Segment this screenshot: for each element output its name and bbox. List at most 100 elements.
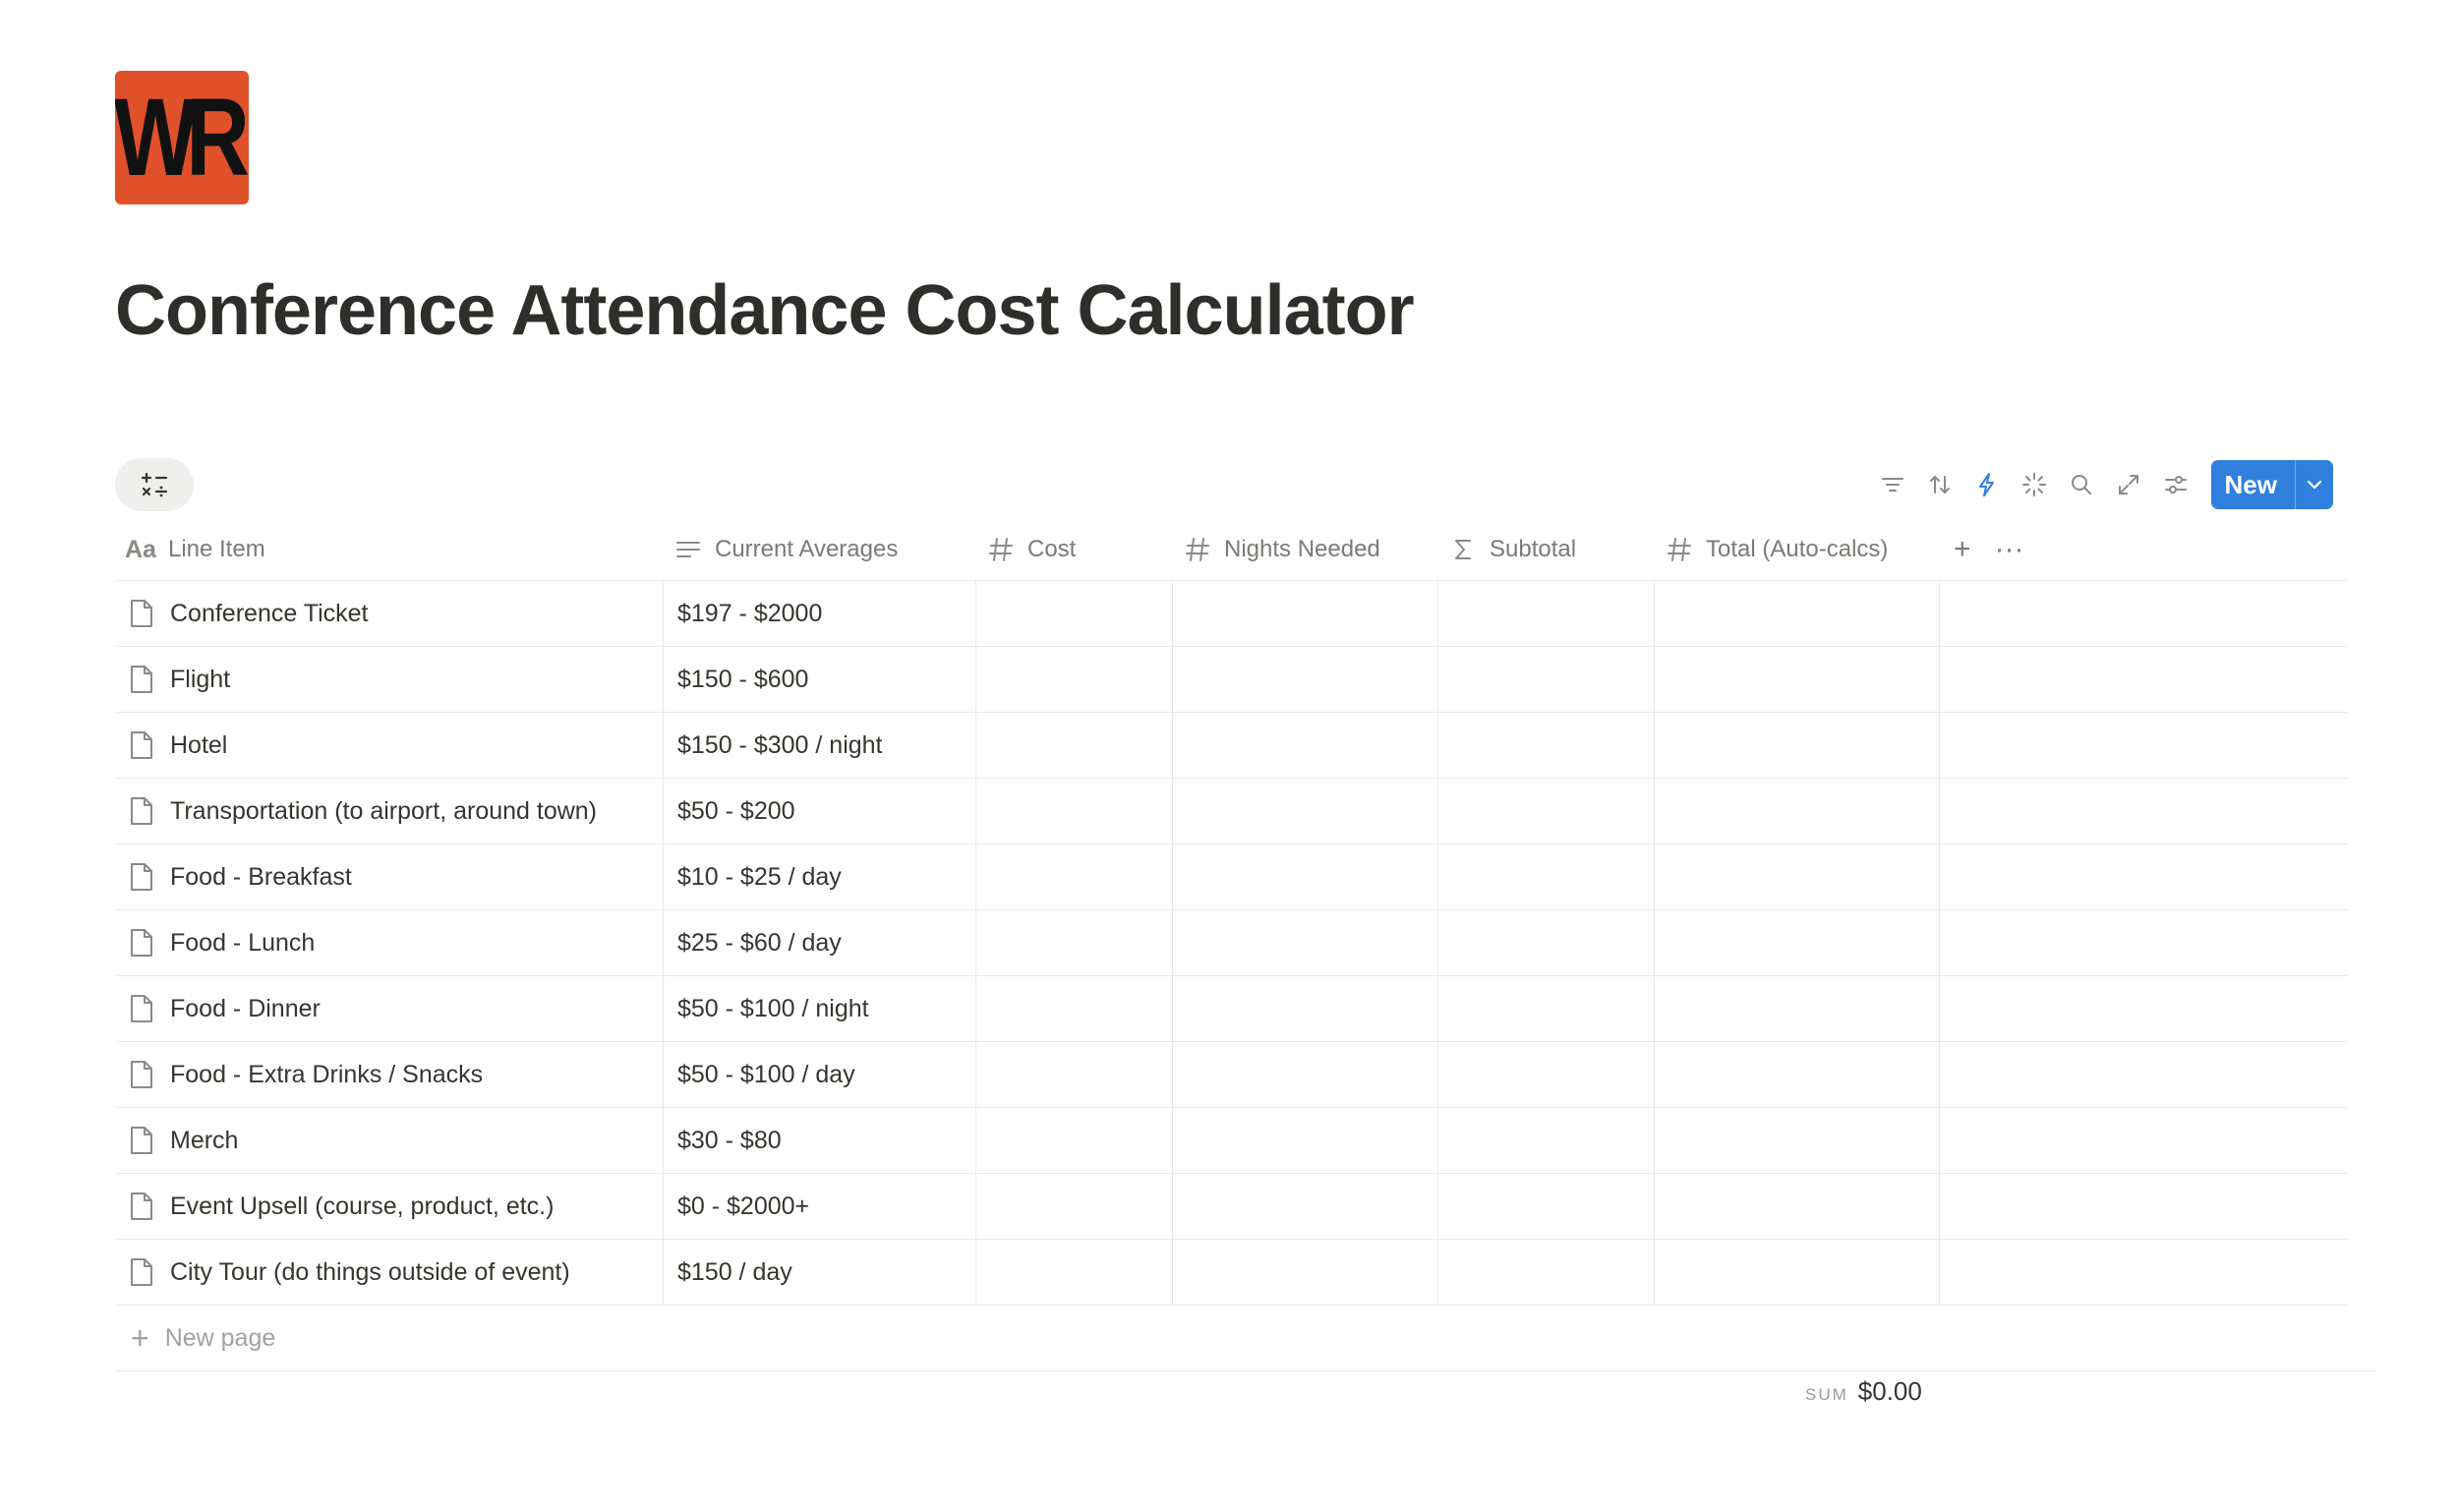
ai-button[interactable] xyxy=(2011,460,2058,509)
cell-line-item[interactable]: Flight xyxy=(115,647,664,712)
cell-total[interactable] xyxy=(1655,1042,1940,1107)
add-column-icon[interactable]: + xyxy=(1954,533,1971,565)
cell-total[interactable] xyxy=(1655,647,1940,712)
table-row[interactable]: Food - Dinner $50 - $100 / night xyxy=(115,976,2347,1042)
cell-nights-needed[interactable] xyxy=(1173,1042,1438,1107)
line-item-text[interactable]: Hotel xyxy=(170,730,228,759)
cell-line-item[interactable]: City Tour (do things outside of event) xyxy=(115,1240,664,1305)
table-row[interactable]: Transportation (to airport, around town)… xyxy=(115,779,2347,844)
table-row[interactable]: Food - Breakfast $10 - $25 / day xyxy=(115,844,2347,910)
column-header-cost[interactable]: Cost xyxy=(976,519,1173,580)
cell-line-item[interactable]: Food - Extra Drinks / Snacks xyxy=(115,1042,664,1107)
page-title[interactable]: Conference Attendance Cost Calculator xyxy=(115,271,1415,350)
sum-calculation[interactable]: SUM $0.00 xyxy=(1805,1376,1922,1407)
sort-button[interactable] xyxy=(1916,460,1963,509)
cell-cost[interactable] xyxy=(976,1108,1173,1173)
cell-nights-needed[interactable] xyxy=(1173,581,1438,646)
more-options-icon[interactable]: ··· xyxy=(1994,533,2024,565)
cell-total[interactable] xyxy=(1655,1240,1940,1305)
column-header-current-averages[interactable]: Current Averages xyxy=(664,519,976,580)
cell-line-item[interactable]: Conference Ticket xyxy=(115,581,664,646)
new-page-label[interactable]: New page xyxy=(164,1323,276,1352)
line-item-text[interactable]: Conference Ticket xyxy=(170,599,369,627)
cell-current-averages[interactable]: $25 - $60 / day xyxy=(664,910,976,975)
column-header-subtotal[interactable]: Subtotal xyxy=(1438,519,1655,580)
cell-total[interactable] xyxy=(1655,910,1940,975)
cell-cost[interactable] xyxy=(976,779,1173,843)
new-button-label[interactable]: New xyxy=(2224,469,2277,499)
filter-button[interactable] xyxy=(1869,460,1916,509)
cell-cost[interactable] xyxy=(976,1042,1173,1107)
line-item-text[interactable]: Transportation (to airport, around town) xyxy=(170,796,598,825)
cell-cost[interactable] xyxy=(976,647,1173,712)
cell-line-item[interactable]: Transportation (to airport, around town) xyxy=(115,779,664,843)
cell-total[interactable] xyxy=(1655,1108,1940,1173)
cell-cost[interactable] xyxy=(976,910,1173,975)
cell-cost[interactable] xyxy=(976,713,1173,778)
automation-button[interactable] xyxy=(1963,460,2011,509)
cell-nights-needed[interactable] xyxy=(1173,647,1438,712)
cell-current-averages[interactable]: $50 - $100 / day xyxy=(664,1042,976,1107)
line-item-text[interactable]: Merch xyxy=(170,1126,239,1154)
settings-button[interactable] xyxy=(2152,460,2199,509)
cell-nights-needed[interactable] xyxy=(1173,1108,1438,1173)
cell-total[interactable] xyxy=(1655,581,1940,646)
calculator-view-button[interactable] xyxy=(115,458,194,511)
table-row[interactable]: Food - Extra Drinks / Snacks $50 - $100 /… xyxy=(115,1042,2347,1108)
cell-line-item[interactable]: Food - Lunch xyxy=(115,910,664,975)
table-row[interactable]: Event Upsell (course, product, etc.) $0 -… xyxy=(115,1174,2347,1240)
column-header-line-item[interactable]: Aa Line Item xyxy=(115,519,664,580)
cell-current-averages[interactable]: $50 - $100 / night xyxy=(664,976,976,1041)
line-item-text[interactable]: City Tour (do things outside of event) xyxy=(170,1257,570,1286)
cell-nights-needed[interactable] xyxy=(1173,844,1438,909)
cell-nights-needed[interactable] xyxy=(1173,910,1438,975)
cell-nights-needed[interactable] xyxy=(1173,713,1438,778)
line-item-text[interactable]: Flight xyxy=(170,665,231,693)
cell-current-averages[interactable]: $10 - $25 / day xyxy=(664,844,976,909)
cell-total[interactable] xyxy=(1655,1174,1940,1239)
cell-current-averages[interactable]: $150 - $600 xyxy=(664,647,976,712)
line-item-text[interactable]: Food - Extra Drinks / Snacks xyxy=(170,1060,484,1088)
cell-cost[interactable] xyxy=(976,581,1173,646)
cell-current-averages[interactable]: $150 / day xyxy=(664,1240,976,1305)
table-row[interactable]: Food - Lunch $25 - $60 / day xyxy=(115,910,2347,976)
cell-line-item[interactable]: Hotel xyxy=(115,713,664,778)
table-row[interactable]: Flight $150 - $600 xyxy=(115,647,2347,713)
cell-total[interactable] xyxy=(1655,844,1940,909)
cell-current-averages[interactable]: $197 - $2000 xyxy=(664,581,976,646)
cell-total[interactable] xyxy=(1655,713,1940,778)
cell-current-averages[interactable]: $50 - $200 xyxy=(664,779,976,843)
cell-current-averages[interactable]: $30 - $80 xyxy=(664,1108,976,1173)
cell-cost[interactable] xyxy=(976,1240,1173,1305)
new-button[interactable]: New xyxy=(2210,460,2333,509)
table-row[interactable]: Hotel $150 - $300 / night xyxy=(115,713,2347,779)
cell-total[interactable] xyxy=(1655,779,1940,843)
line-item-text[interactable]: Food - Breakfast xyxy=(170,862,352,891)
column-header-total[interactable]: Total (Auto-calcs) xyxy=(1655,519,1940,580)
line-item-text[interactable]: Food - Dinner xyxy=(170,994,321,1022)
table-row[interactable]: City Tour (do things outside of event) $1… xyxy=(115,1240,2347,1306)
expand-button[interactable] xyxy=(2105,460,2152,509)
cell-line-item[interactable]: Merch xyxy=(115,1108,664,1173)
line-item-text[interactable]: Food - Lunch xyxy=(170,928,316,957)
cell-current-averages[interactable]: $0 - $2000+ xyxy=(664,1174,976,1239)
cell-total[interactable] xyxy=(1655,976,1940,1041)
cell-cost[interactable] xyxy=(976,976,1173,1041)
cell-current-averages[interactable]: $150 - $300 / night xyxy=(664,713,976,778)
cell-line-item[interactable]: Food - Breakfast xyxy=(115,844,664,909)
cell-line-item[interactable]: Event Upsell (course, product, etc.) xyxy=(115,1174,664,1239)
cell-cost[interactable] xyxy=(976,844,1173,909)
cell-cost[interactable] xyxy=(976,1174,1173,1239)
cell-nights-needed[interactable] xyxy=(1173,1174,1438,1239)
new-page-button[interactable]: + New page xyxy=(115,1306,2375,1371)
new-dropdown-button[interactable] xyxy=(2295,460,2333,509)
table-row[interactable]: Conference Ticket $197 - $2000 xyxy=(115,581,2347,647)
cell-nights-needed[interactable] xyxy=(1173,779,1438,843)
search-button[interactable] xyxy=(2058,460,2105,509)
cell-nights-needed[interactable] xyxy=(1173,976,1438,1041)
table-row[interactable]: Merch $30 - $80 xyxy=(115,1108,2347,1174)
column-header-nights-needed[interactable]: Nights Needed xyxy=(1173,519,1438,580)
line-item-text[interactable]: Event Upsell (course, product, etc.) xyxy=(170,1192,555,1220)
cell-line-item[interactable]: Food - Dinner xyxy=(115,976,664,1041)
cell-nights-needed[interactable] xyxy=(1173,1240,1438,1305)
